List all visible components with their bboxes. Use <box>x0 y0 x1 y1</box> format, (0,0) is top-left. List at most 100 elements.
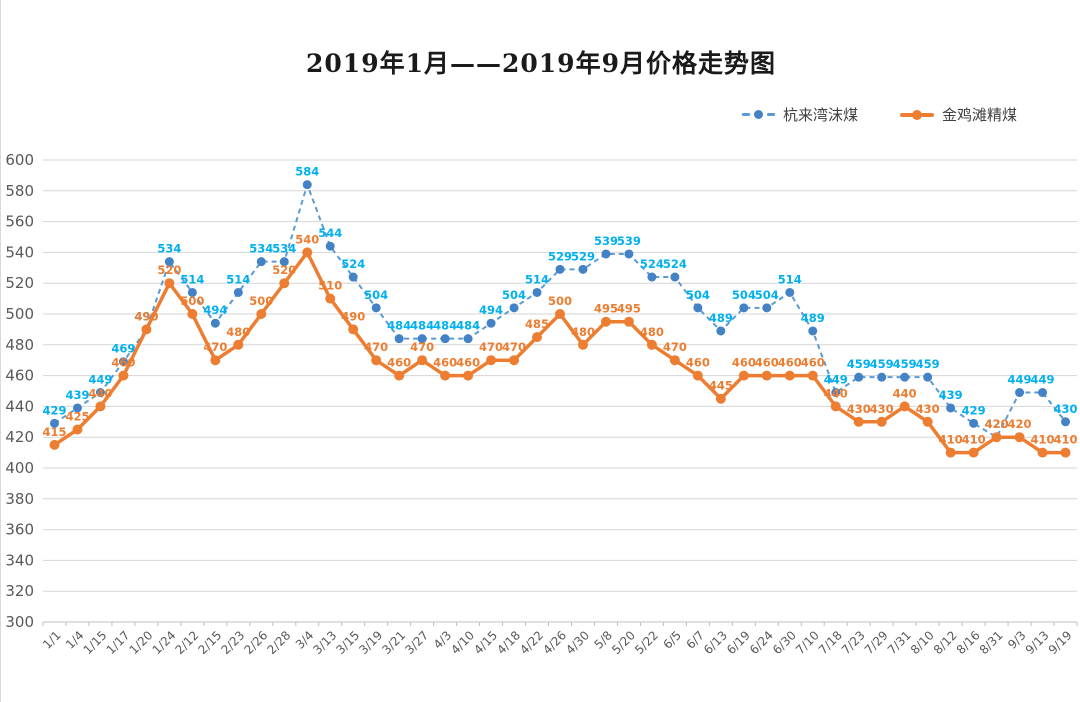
svg-text:9/13: 9/13 <box>1023 628 1052 657</box>
svg-text:460: 460 <box>111 356 135 370</box>
svg-text:440: 440 <box>88 386 112 400</box>
dashed-dot-series-marker-icon <box>741 110 775 119</box>
svg-text:484: 484 <box>387 319 411 333</box>
svg-text:504: 504 <box>502 288 526 302</box>
svg-text:540: 540 <box>295 232 319 246</box>
svg-text:4/15: 4/15 <box>471 628 500 657</box>
svg-text:445: 445 <box>709 379 733 393</box>
svg-text:1/17: 1/17 <box>104 628 133 657</box>
svg-text:410: 410 <box>1054 433 1078 447</box>
svg-text:584: 584 <box>295 165 319 179</box>
svg-text:504: 504 <box>732 288 756 302</box>
svg-text:4/10: 4/10 <box>448 628 477 657</box>
svg-text:480: 480 <box>5 336 34 354</box>
svg-text:470: 470 <box>502 340 526 354</box>
svg-text:514: 514 <box>525 272 549 286</box>
svg-text:2/26: 2/26 <box>241 628 270 657</box>
svg-text:500: 500 <box>249 294 273 308</box>
svg-text:520: 520 <box>157 263 181 277</box>
svg-text:6/30: 6/30 <box>770 628 799 657</box>
svg-text:460: 460 <box>433 356 457 370</box>
legend-item-hanglaiwan[interactable]: 杭来湾沫煤 <box>741 104 858 125</box>
legend: 杭来湾沫煤 金鸡滩精煤 <box>741 104 1017 125</box>
svg-text:495: 495 <box>617 302 641 316</box>
svg-text:5/22: 5/22 <box>632 628 661 657</box>
svg-text:1/15: 1/15 <box>81 628 110 657</box>
svg-text:510: 510 <box>318 279 342 293</box>
svg-text:529: 529 <box>571 249 595 263</box>
svg-text:514: 514 <box>226 272 250 286</box>
svg-text:520: 520 <box>5 274 34 292</box>
svg-text:489: 489 <box>801 311 825 325</box>
svg-text:7/29: 7/29 <box>862 628 891 657</box>
svg-text:2/23: 2/23 <box>218 628 247 657</box>
svg-text:439: 439 <box>65 388 89 402</box>
svg-text:430: 430 <box>847 402 871 416</box>
svg-text:7/31: 7/31 <box>885 628 914 657</box>
svg-text:544: 544 <box>318 226 342 240</box>
svg-text:429: 429 <box>962 403 986 417</box>
svg-text:2/28: 2/28 <box>264 628 293 657</box>
svg-text:524: 524 <box>663 257 687 271</box>
svg-text:360: 360 <box>5 521 34 539</box>
svg-text:9/19: 9/19 <box>1046 628 1075 657</box>
svg-text:484: 484 <box>410 319 434 333</box>
svg-text:420: 420 <box>1008 417 1032 431</box>
svg-text:415: 415 <box>42 425 66 439</box>
svg-text:449: 449 <box>88 373 112 387</box>
svg-text:520: 520 <box>272 263 296 277</box>
svg-text:8/31: 8/31 <box>977 628 1006 657</box>
svg-text:1/1: 1/1 <box>40 628 64 652</box>
svg-text:500: 500 <box>5 305 34 323</box>
svg-text:460: 460 <box>755 356 779 370</box>
svg-text:490: 490 <box>134 309 158 323</box>
svg-text:480: 480 <box>640 325 664 339</box>
svg-text:459: 459 <box>870 357 894 371</box>
svg-text:420: 420 <box>985 417 1009 431</box>
svg-text:4/18: 4/18 <box>494 628 523 657</box>
svg-text:439: 439 <box>939 388 963 402</box>
svg-text:440: 440 <box>5 397 34 415</box>
svg-text:514: 514 <box>778 272 802 286</box>
svg-text:6/19: 6/19 <box>724 628 753 657</box>
svg-text:459: 459 <box>847 357 871 371</box>
svg-text:459: 459 <box>916 357 940 371</box>
svg-text:524: 524 <box>341 257 365 271</box>
svg-text:410: 410 <box>939 433 963 447</box>
svg-text:400: 400 <box>5 459 34 477</box>
svg-text:470: 470 <box>410 340 434 354</box>
svg-text:470: 470 <box>479 340 503 354</box>
svg-text:1/20: 1/20 <box>127 628 156 657</box>
svg-text:459: 459 <box>893 357 917 371</box>
svg-text:600: 600 <box>5 151 34 169</box>
svg-text:7/18: 7/18 <box>816 628 845 657</box>
legend-item-jinjitan[interactable]: 金鸡滩精煤 <box>899 104 1017 125</box>
svg-text:6/13: 6/13 <box>701 628 730 657</box>
svg-text:469: 469 <box>111 342 135 356</box>
svg-text:514: 514 <box>180 272 204 286</box>
svg-text:495: 495 <box>594 302 618 316</box>
svg-text:460: 460 <box>732 356 756 370</box>
svg-text:534: 534 <box>272 242 296 256</box>
svg-text:489: 489 <box>709 311 733 325</box>
svg-text:504: 504 <box>686 288 710 302</box>
legend-label-hanglaiwan: 杭来湾沫煤 <box>782 106 858 124</box>
svg-text:3/27: 3/27 <box>402 628 431 657</box>
svg-text:484: 484 <box>456 319 480 333</box>
svg-text:460: 460 <box>686 356 710 370</box>
svg-text:6/24: 6/24 <box>747 628 776 657</box>
svg-text:460: 460 <box>5 367 34 385</box>
svg-text:534: 534 <box>249 242 273 256</box>
svg-text:2/15: 2/15 <box>195 628 224 657</box>
svg-text:7/23: 7/23 <box>839 628 868 657</box>
chart-title: 2019年1月——2019年9月价格走势图 <box>306 49 776 78</box>
svg-text:5/20: 5/20 <box>609 628 638 657</box>
svg-text:539: 539 <box>594 234 618 248</box>
svg-text:504: 504 <box>364 288 388 302</box>
svg-text:410: 410 <box>1031 433 1055 447</box>
svg-text:430: 430 <box>870 402 894 416</box>
svg-text:484: 484 <box>433 319 457 333</box>
svg-text:494: 494 <box>203 303 227 317</box>
svg-text:460: 460 <box>801 356 825 370</box>
